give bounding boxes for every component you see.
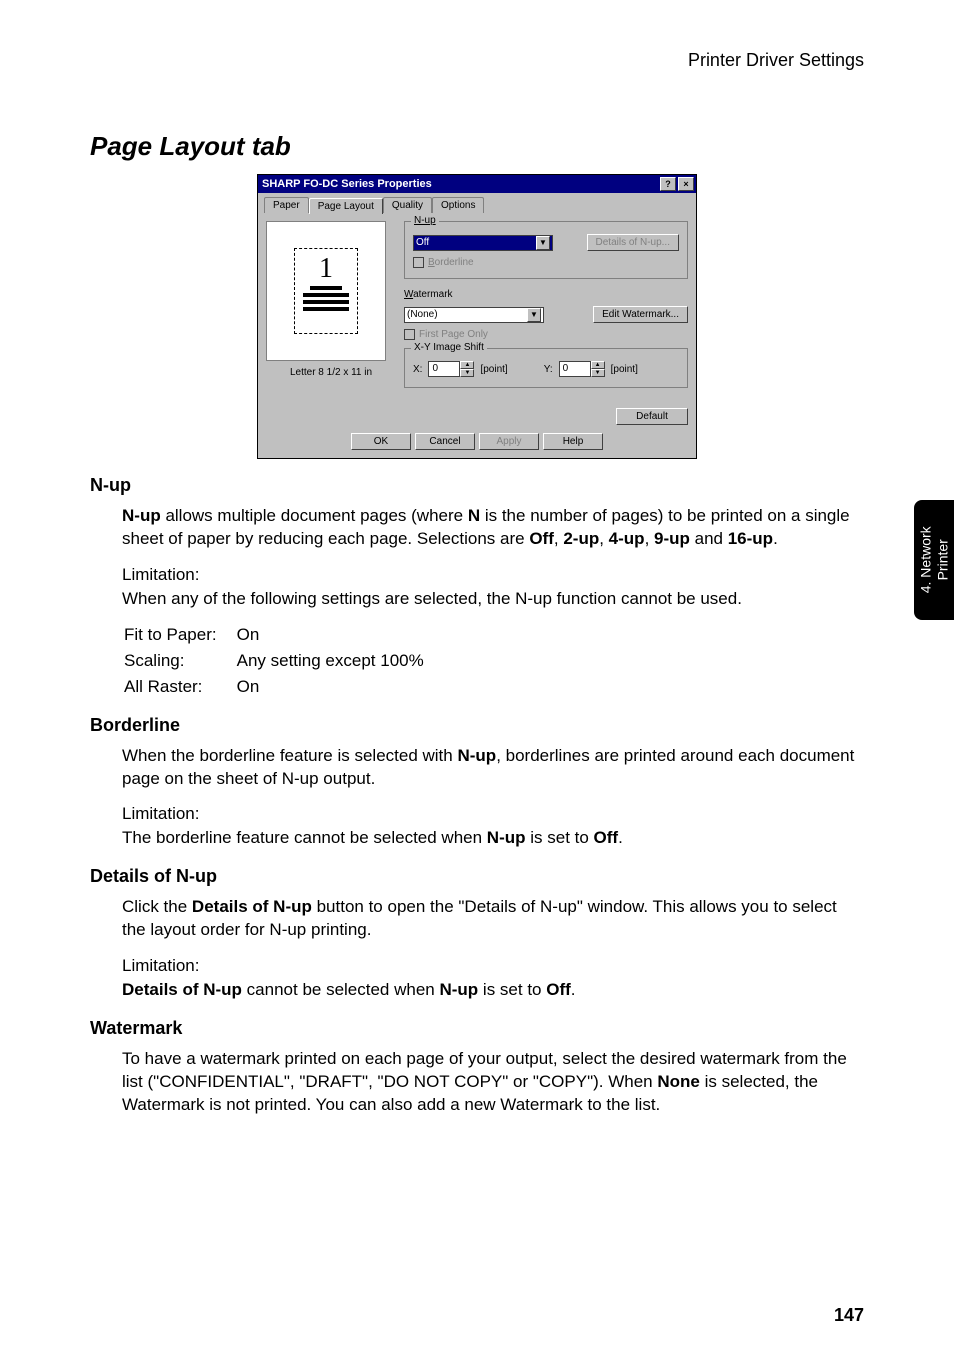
borderline-checkbox[interactable]	[413, 257, 424, 268]
xy-group-label: X-Y Image Shift	[411, 342, 487, 353]
borderline-heading: Borderline	[90, 715, 864, 736]
first-page-label: First Page Only	[419, 329, 488, 340]
x-value[interactable]: 0	[428, 361, 460, 377]
preview-number: 1	[319, 255, 333, 283]
nup-limitation-table: Fit to Paper:On Scaling:Any setting exce…	[122, 621, 444, 701]
section-title: Page Layout tab	[90, 131, 864, 162]
details-of-nup-button[interactable]: Details of N-up...	[587, 234, 679, 251]
watermark-value: (None)	[407, 309, 438, 320]
watermark-label: Watermark	[404, 289, 688, 300]
borderline-label: Borderline	[428, 257, 474, 268]
table-row: Scaling:Any setting except 100%	[124, 649, 442, 673]
dialog-screenshot: SHARP FO-DC Series Properties ? × Paper …	[257, 174, 697, 459]
page-header: Printer Driver Settings	[90, 50, 864, 71]
chevron-down-icon: ▼	[527, 308, 541, 322]
x-spinner[interactable]: 0 ▲▼	[428, 361, 474, 377]
y-label: Y:	[544, 364, 553, 375]
nup-group: N-up Off ▼ Details of N-up... Borderline	[404, 221, 688, 279]
help-icon[interactable]: ?	[660, 177, 676, 191]
nup-paragraph: N-up allows multiple document pages (whe…	[122, 504, 864, 551]
tab-quality[interactable]: Quality	[383, 197, 432, 213]
edit-watermark-button[interactable]: Edit Watermark...	[593, 306, 688, 323]
page-number: 147	[834, 1305, 864, 1326]
tab-paper[interactable]: Paper	[264, 197, 309, 213]
borderline-limitation: Limitation: The borderline feature canno…	[122, 802, 864, 850]
x-label: X:	[413, 364, 422, 375]
x-unit: [point]	[480, 364, 507, 375]
dialog-title: SHARP FO-DC Series Properties	[262, 178, 658, 190]
apply-button[interactable]: Apply	[479, 433, 539, 450]
first-page-checkbox[interactable]	[404, 329, 415, 340]
dialog-titlebar: SHARP FO-DC Series Properties ? ×	[258, 175, 696, 193]
ok-button[interactable]: OK	[351, 433, 411, 450]
help-button[interactable]: Help	[543, 433, 603, 450]
default-button[interactable]: Default	[616, 408, 688, 425]
tab-page-layout[interactable]: Page Layout	[309, 198, 383, 214]
watermark-heading: Watermark	[90, 1018, 864, 1039]
chevron-down-icon: ▼	[536, 236, 550, 250]
nup-value: Off	[416, 237, 429, 248]
cancel-button[interactable]: Cancel	[415, 433, 475, 450]
watermark-paragraph: To have a watermark printed on each page…	[122, 1047, 864, 1117]
side-tab: 4. Network Printer	[914, 500, 954, 620]
dialog-tabs: Paper Page Layout Quality Options	[258, 193, 696, 213]
preview-label: Letter 8 1/2 x 11 in	[266, 367, 396, 378]
page-preview: 1	[266, 221, 386, 361]
tab-options[interactable]: Options	[432, 197, 484, 213]
y-value[interactable]: 0	[559, 361, 591, 377]
nup-limitation: Limitation: When any of the following se…	[122, 563, 864, 611]
borderline-paragraph: When the borderline feature is selected …	[122, 744, 864, 791]
table-row: All Raster:On	[124, 675, 442, 699]
nup-group-label: N-up	[414, 215, 436, 226]
watermark-dropdown[interactable]: (None) ▼	[404, 307, 544, 323]
y-spinner[interactable]: 0 ▲▼	[559, 361, 605, 377]
table-row: Fit to Paper:On	[124, 623, 442, 647]
nup-dropdown[interactable]: Off ▼	[413, 235, 553, 251]
close-icon[interactable]: ×	[678, 177, 694, 191]
details-limitation: Limitation: Details of N-up cannot be se…	[122, 954, 864, 1002]
y-unit: [point]	[611, 364, 638, 375]
xy-shift-group: X-Y Image Shift X: 0 ▲▼ [point] Y: 0	[404, 348, 688, 388]
details-paragraph: Click the Details of N-up button to open…	[122, 895, 864, 942]
nup-heading: N-up	[90, 475, 864, 496]
details-heading: Details of N-up	[90, 866, 864, 887]
